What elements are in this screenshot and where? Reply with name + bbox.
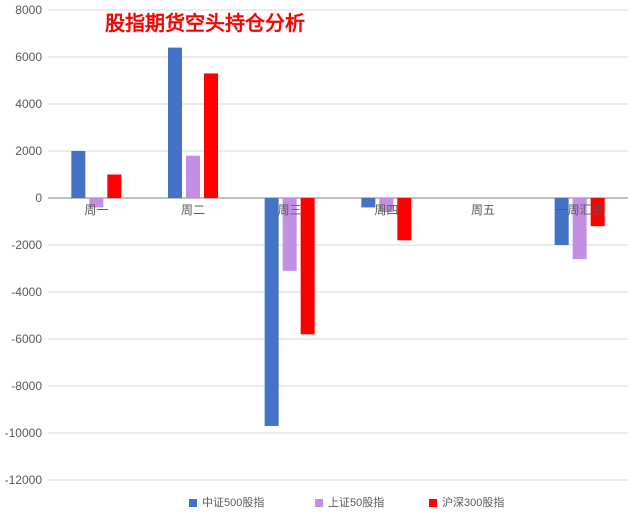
y-tick-label: 0 [35, 191, 42, 205]
bar [186, 156, 200, 198]
legend-label: 沪深300股指 [442, 495, 504, 509]
bar [361, 198, 375, 207]
category-label: 周二 [181, 203, 205, 217]
y-tick-label: -8000 [11, 379, 42, 393]
legend-marker [429, 499, 437, 507]
y-tick-label: 4000 [15, 97, 42, 111]
y-tick-label: 2000 [15, 144, 42, 158]
y-tick-label: -6000 [11, 332, 42, 346]
y-tick-label: -12000 [5, 473, 43, 487]
bar [71, 151, 85, 198]
y-tick-label: -10000 [5, 426, 43, 440]
y-tick-label: -4000 [11, 285, 42, 299]
category-label: 周四 [374, 203, 398, 217]
legend-marker [315, 499, 323, 507]
chart-title: 股指期货空头持仓分析 [105, 11, 305, 35]
bar [168, 48, 182, 198]
bar [301, 198, 315, 334]
y-tick-label: 6000 [15, 50, 42, 64]
legend-label: 上证50股指 [328, 495, 384, 509]
bar [107, 175, 121, 199]
chart-container: -12000 -10000 -8000 -6000 -4000 -2000 0 2000 400… [0, 0, 640, 519]
category-label: 一周汇总 [556, 203, 604, 217]
category-label: 周三 [278, 203, 302, 217]
category-label: 周五 [471, 203, 495, 217]
legend-label: 中证500股指 [202, 495, 264, 509]
chart-svg: -12000 -10000 -8000 -6000 -4000 -2000 0 2000 400… [0, 0, 640, 519]
bar [397, 198, 411, 240]
y-tick-label: 8000 [15, 3, 42, 17]
bar [204, 73, 218, 198]
category-label: 周一 [84, 203, 108, 217]
bar [265, 198, 279, 426]
legend-marker [189, 499, 197, 507]
y-tick-label: -2000 [11, 238, 42, 252]
